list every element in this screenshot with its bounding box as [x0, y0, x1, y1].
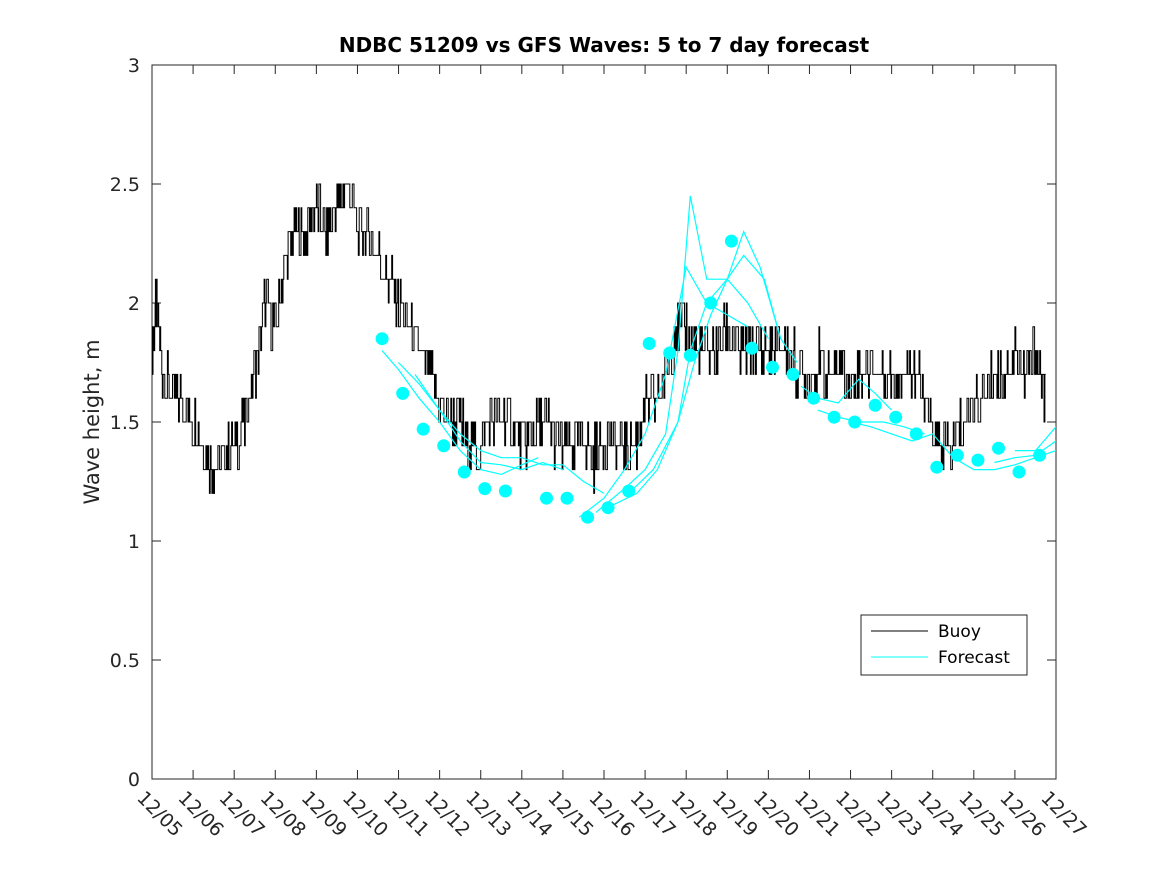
forecast-point: [581, 510, 595, 524]
y-tick-labels: 0 0.5 1 1.5 2 2.5 3: [110, 55, 140, 791]
forecast-point: [498, 484, 512, 498]
forecast-point: [848, 415, 862, 429]
chart-title: NDBC 51209 vs GFS Waves: 5 to 7 day fore…: [339, 33, 870, 57]
forecast-point: [683, 348, 697, 362]
series-layer: [152, 183, 1056, 524]
forecast-point: [437, 439, 451, 453]
forecast-point: [889, 410, 903, 424]
forecast-point: [540, 491, 553, 505]
y-tick-label: 3: [128, 55, 140, 77]
forecast-point: [622, 484, 636, 498]
forecast-point: [868, 398, 882, 412]
forecast-point: [827, 410, 841, 424]
forecast-point: [375, 332, 389, 346]
forecast-series-line: [398, 362, 564, 471]
forecast-point: [601, 501, 615, 515]
legend-box: [860, 614, 1028, 676]
forecast-series-line: [611, 229, 782, 506]
forecast-point: [1012, 465, 1026, 479]
series-group: [152, 183, 1056, 524]
forecast-point: [971, 453, 985, 467]
buoy-series-line: [152, 183, 1046, 494]
y-axis-label: Wave height, m: [80, 339, 104, 504]
forecast-series-line: [850, 421, 954, 459]
forecast-point: [950, 448, 964, 462]
forecast-point: [478, 482, 492, 496]
forecast-point: [909, 427, 923, 441]
axis-ticks: [151, 64, 1057, 780]
forecast-point: [930, 460, 944, 474]
forecast-point: [766, 360, 779, 374]
y-tick-label: 0.5: [110, 650, 140, 672]
forecast-point: [724, 234, 738, 248]
forecast-point: [992, 441, 1005, 455]
forecast-point: [416, 422, 430, 436]
forecast-point: [704, 296, 718, 310]
forecast-series-line: [628, 254, 798, 494]
forecast-series-line: [414, 374, 605, 494]
y-tick-label: 2.5: [110, 174, 140, 196]
forecast-point: [642, 337, 656, 350]
forecast-series-line: [595, 195, 769, 513]
forecast-series-line: [994, 440, 1056, 464]
legend-buoy-label: Buoy: [938, 622, 981, 642]
forecast-series-line: [578, 265, 749, 518]
forecast-point: [786, 367, 800, 381]
y-tick-label: 1: [128, 531, 140, 553]
y-tick-label: 1.5: [110, 412, 140, 434]
legend-forecast-label: Forecast: [938, 648, 1010, 668]
forecast-point: [1033, 448, 1047, 462]
forecast-point: [457, 465, 471, 479]
forecast-point: [807, 391, 821, 405]
forecast-point: [396, 386, 410, 400]
forecast-point: [745, 341, 759, 355]
y-tick-label: 2: [128, 293, 140, 315]
legend: Buoy Forecast: [860, 614, 1028, 676]
forecast-point: [663, 346, 677, 360]
y-tick-label: 0: [128, 769, 140, 791]
forecast-point: [560, 491, 574, 505]
